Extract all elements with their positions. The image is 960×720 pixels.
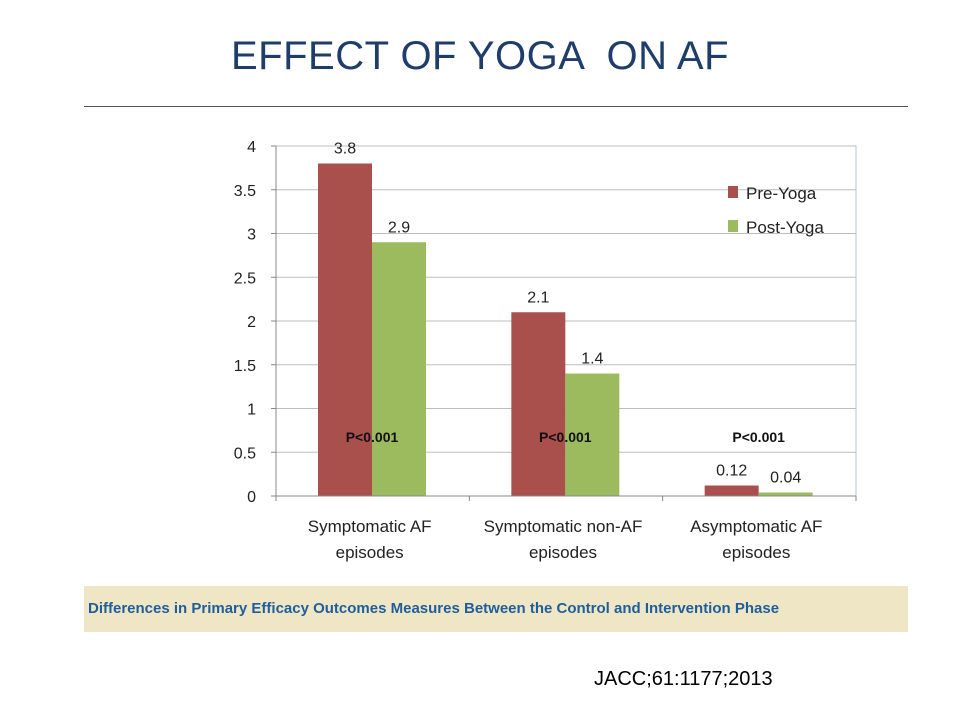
title-divider [84, 106, 908, 107]
data-label: 0.12 [716, 463, 747, 480]
y-axis-ticks: 0 0.5 1 1.5 2 2.5 3 3.5 4 [234, 139, 276, 506]
legend-swatch-post-yoga [728, 220, 738, 232]
p-value-annotation: P<0.001 [732, 429, 785, 445]
p-value-annotations: P<0.001 P<0.001 P<0.001 [346, 429, 785, 445]
data-label: 2.9 [388, 219, 410, 236]
data-label: 2.1 [527, 289, 549, 306]
data-labels: 3.8 2.1 0.12 2.9 1.4 0.04 [334, 141, 801, 487]
p-value-annotation: P<0.001 [539, 429, 592, 445]
slide-title: EFFECT OF YOGA ON AF [231, 34, 729, 78]
category-label: Symptomatic non-AF [484, 517, 643, 536]
y-tick-label: 4 [247, 139, 256, 156]
data-label: 1.4 [581, 351, 603, 368]
legend: Pre-Yoga Post-Yoga [728, 184, 824, 237]
p-value-annotation: P<0.001 [346, 429, 399, 445]
category-label: episodes [336, 543, 404, 562]
data-label: 0.04 [770, 470, 801, 487]
y-tick-label: 1 [247, 402, 256, 419]
category-label: episodes [722, 543, 790, 562]
bars [275, 163, 857, 501]
bar-post-yoga-2 [565, 373, 620, 496]
y-tick-label: 3 [247, 227, 256, 244]
caption-band: Differences in Primary Efficacy Outcomes… [84, 586, 908, 632]
y-tick-label: 2.5 [234, 270, 256, 287]
bar-pre-yoga-3 [704, 485, 759, 496]
y-tick-label: 3.5 [234, 183, 256, 200]
data-label: 3.8 [334, 141, 356, 158]
y-tick-label: 0.5 [234, 445, 256, 462]
category-label: Symptomatic AF [308, 517, 432, 536]
bar-pre-yoga-1 [318, 163, 372, 496]
bar-chart: 0 0.5 1 1.5 2 2.5 3 3.5 4 3.8 2.1 0.12 2.9 1.4 0.04 P… [234, 139, 857, 562]
bar-post-yoga-3 [758, 492, 813, 496]
y-tick-label: 1.5 [234, 358, 256, 375]
figure-caption: Differences in Primary Efficacy Outcomes… [88, 600, 780, 617]
y-tick-label: 0 [247, 489, 256, 506]
bar-post-yoga-1 [372, 242, 426, 496]
category-label: episodes [529, 543, 597, 562]
x-axis-categories: Symptomatic AF episodes Symptomatic non-AF… [308, 517, 823, 562]
citation: JACC;61:1177;2013 [594, 668, 773, 690]
y-tick-label: 2 [247, 314, 256, 331]
bar-pre-yoga-2 [511, 312, 566, 496]
category-label: Asymptomatic AF [690, 517, 822, 536]
legend-label: Pre-Yoga [746, 184, 817, 203]
legend-swatch-pre-yoga [728, 186, 738, 198]
legend-label: Post-Yoga [746, 218, 824, 237]
